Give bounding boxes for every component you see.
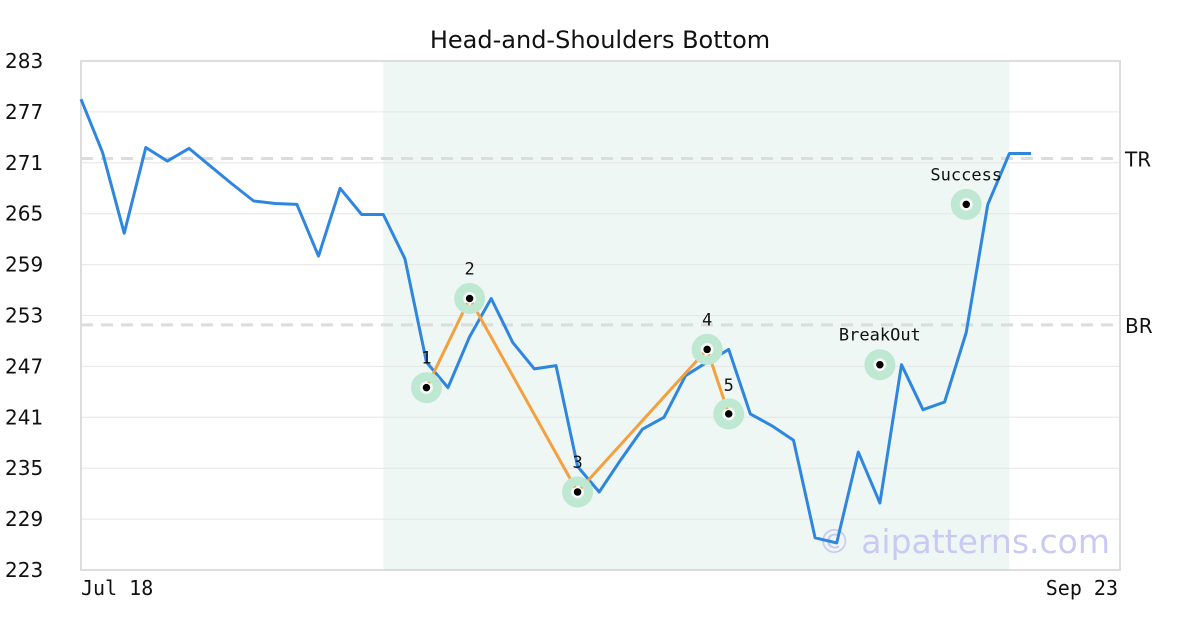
y-tick-label: 283 bbox=[5, 49, 43, 73]
pattern-point-marker-label: 5 bbox=[724, 376, 734, 396]
event-breakout-marker-ring bbox=[864, 349, 896, 381]
event-breakout-marker-label: BreakOut bbox=[839, 326, 921, 346]
y-tick-label: 223 bbox=[5, 558, 43, 582]
price-line bbox=[79, 98, 1031, 545]
pattern-point-marker-ring bbox=[713, 398, 745, 430]
pattern-point-marker-label: 4 bbox=[702, 310, 712, 330]
pattern-point-marker-label: 3 bbox=[572, 453, 582, 473]
y-tick-label: 259 bbox=[5, 253, 43, 277]
y-tick-label: 241 bbox=[5, 405, 43, 429]
pattern-point-marker-dot bbox=[421, 382, 432, 393]
pattern-point-marker-ring bbox=[410, 372, 442, 404]
pattern-point-marker-dot bbox=[572, 486, 583, 498]
event-success-marker-label: Success bbox=[930, 165, 1002, 185]
event-success-marker-ring bbox=[950, 188, 982, 220]
chart-title: Head-and-Shoulders Bottom bbox=[430, 26, 770, 54]
pattern-point-marker-ring bbox=[454, 283, 486, 315]
pattern-markers: 1 2 3 4 5 BreakOut Success bbox=[410, 165, 1002, 508]
x-axis-ticks: Jul 18 Sep 23 bbox=[81, 576, 1118, 600]
level-label-tr: TR bbox=[1124, 148, 1151, 172]
y-tick-label: 271 bbox=[5, 151, 43, 175]
level-lines: TR BR bbox=[81, 148, 1153, 338]
y-tick-label: 229 bbox=[5, 507, 43, 531]
y-tick-label: 235 bbox=[5, 456, 43, 480]
level-label-br: BR bbox=[1125, 314, 1153, 338]
y-tick-label: 277 bbox=[5, 100, 43, 124]
y-tick-label: 253 bbox=[5, 304, 43, 328]
y-tick-label: 265 bbox=[5, 202, 43, 226]
pattern-point-marker-dot bbox=[701, 344, 713, 355]
x-tick-label: Sep 23 bbox=[1046, 576, 1118, 600]
pattern-point-marker-dot bbox=[464, 293, 475, 304]
pattern-point-marker-label: 1 bbox=[421, 349, 431, 369]
plot-frame bbox=[80, 60, 1121, 571]
pattern-point-marker-ring bbox=[691, 333, 723, 365]
pattern-point-marker-dot bbox=[723, 408, 734, 420]
x-tick-label: Jul 18 bbox=[81, 576, 153, 600]
watermark: © aipatterns.com bbox=[818, 522, 1110, 561]
event-breakout-marker-dot bbox=[874, 359, 886, 370]
y-axis-ticks: 223 229 235 241 247 253 259 265 271 277 283 bbox=[5, 49, 43, 582]
pattern-point-marker-ring bbox=[562, 476, 594, 508]
y-tick-label: 247 bbox=[5, 354, 43, 378]
event-success-marker-dot bbox=[960, 199, 972, 210]
pattern-point-marker-label: 2 bbox=[465, 260, 475, 280]
